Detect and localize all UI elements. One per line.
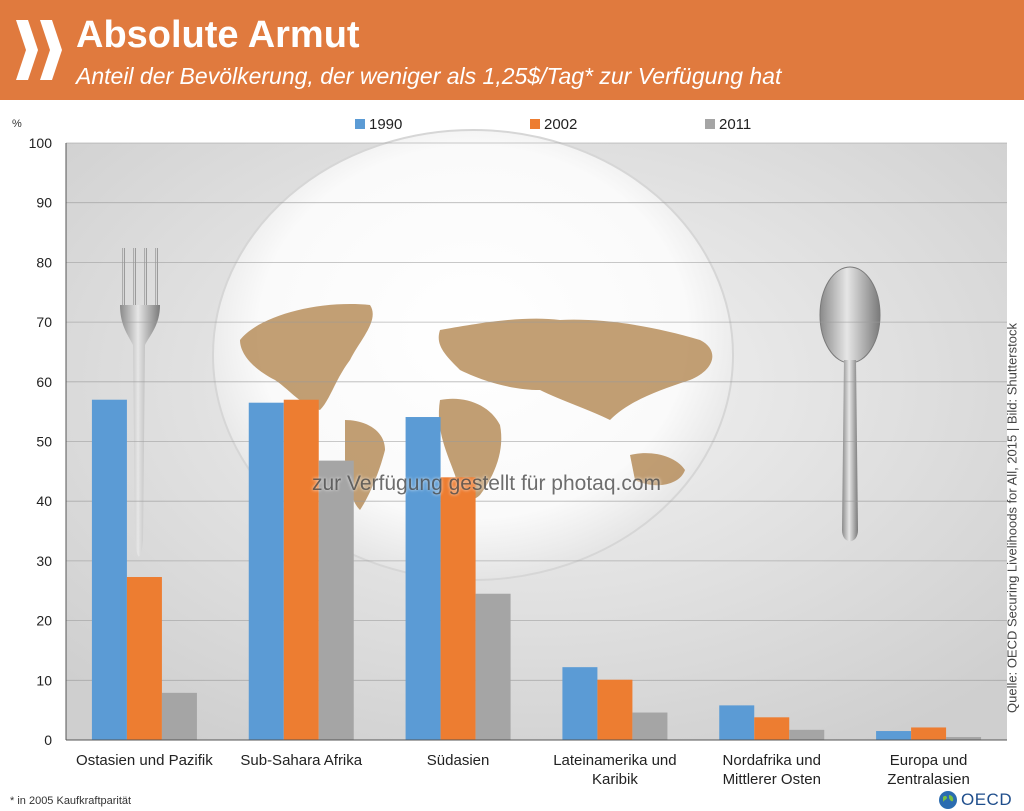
bar-2011: [632, 712, 668, 740]
y-tick-label: 0: [44, 732, 52, 748]
y-axis-unit-label: %: [12, 118, 22, 130]
x-category-label: Südasien: [427, 752, 490, 769]
legend-label: 2002: [544, 116, 577, 133]
bar-2011: [161, 692, 197, 740]
watermark-text: zur Verfügung gestellt für photaq.com: [312, 472, 662, 495]
bar-2011: [789, 729, 825, 740]
spoon-photo: [819, 266, 881, 542]
x-category-label: Zentralasien: [887, 771, 970, 788]
x-category-label: Europa und: [890, 752, 968, 769]
bar-2002: [283, 399, 319, 740]
legend-label: 2011: [719, 116, 751, 133]
header-banner: Absolute Armut Anteil der Bevölkerung, d…: [0, 0, 1024, 100]
bar-2002: [126, 577, 162, 740]
legend-swatch-2002: [530, 119, 540, 129]
x-axis: Ostasien und Pazifik Sub-Sahara Afrika Süd…: [66, 739, 1007, 788]
oecd-chevrons-logo: [16, 20, 62, 80]
bar-1990: [248, 402, 284, 740]
y-tick-label: 60: [36, 374, 52, 390]
bar-2002: [754, 717, 790, 740]
legend-label: 1990: [369, 116, 402, 133]
bar-2002: [440, 477, 476, 740]
bar-2002: [597, 679, 633, 740]
source-text: Quelle: OECD Securing Livelihoods for Al…: [1004, 323, 1020, 713]
chart-subtitle: Anteil der Bevölkerung, der weniger als …: [76, 63, 782, 89]
x-category-label: Mittlerer Osten: [723, 771, 821, 788]
chart-title: Absolute Armut: [76, 14, 360, 56]
bar-chart: 0 10 20 30 40 50 60 70 80 90 100 Ostasien und Pazi…: [12, 116, 1007, 788]
x-category-label: Lateinamerika und: [553, 752, 676, 769]
x-category-label: Nordafrika und: [723, 752, 821, 769]
oecd-wordmark: OECD: [961, 790, 1013, 809]
y-tick-label: 40: [36, 493, 52, 509]
chart-area: 0 10 20 30 40 50 60 70 80 90 100 Ostasien und Pazi…: [0, 100, 1024, 811]
y-tick-label: 30: [36, 553, 52, 569]
plate-world-map-photo: [240, 304, 713, 510]
bars-group: [91, 399, 982, 740]
y-tick-label: 10: [36, 672, 52, 688]
bar-2011: [946, 737, 982, 740]
y-tick-label: 90: [36, 195, 52, 211]
y-tick-label: 100: [29, 135, 53, 151]
bar-1990: [562, 667, 598, 740]
bar-1990: [719, 705, 755, 740]
y-tick-label: 80: [36, 254, 52, 270]
legend-swatch-1990: [355, 119, 365, 129]
background-photo: [66, 129, 1007, 740]
y-tick-label: 70: [36, 314, 52, 330]
legend-swatch-2011: [705, 119, 715, 129]
bar-2011: [318, 460, 354, 740]
y-tick-label: 50: [36, 434, 52, 450]
y-tick-label: 20: [36, 613, 52, 629]
x-category-label: Karibik: [592, 771, 638, 788]
y-gridlines: [66, 142, 1007, 741]
footnote-text: * in 2005 Kaufkraftparität: [10, 795, 132, 807]
oecd-globe-icon: [939, 791, 957, 809]
oecd-brand: OECD: [938, 790, 1012, 810]
bar-2002: [911, 727, 947, 740]
x-category-label: Sub-Sahara Afrika: [240, 752, 362, 769]
fork-photo: [120, 248, 160, 557]
bar-1990: [91, 399, 127, 740]
legend: 1990 2002 2011: [355, 116, 751, 133]
bar-2011: [475, 593, 511, 740]
x-category-label: Ostasien und Pazifik: [76, 752, 213, 769]
bar-1990: [876, 731, 912, 740]
bar-1990: [405, 417, 441, 740]
y-axis: 0 10 20 30 40 50 60 70 80 90 100: [29, 135, 67, 748]
